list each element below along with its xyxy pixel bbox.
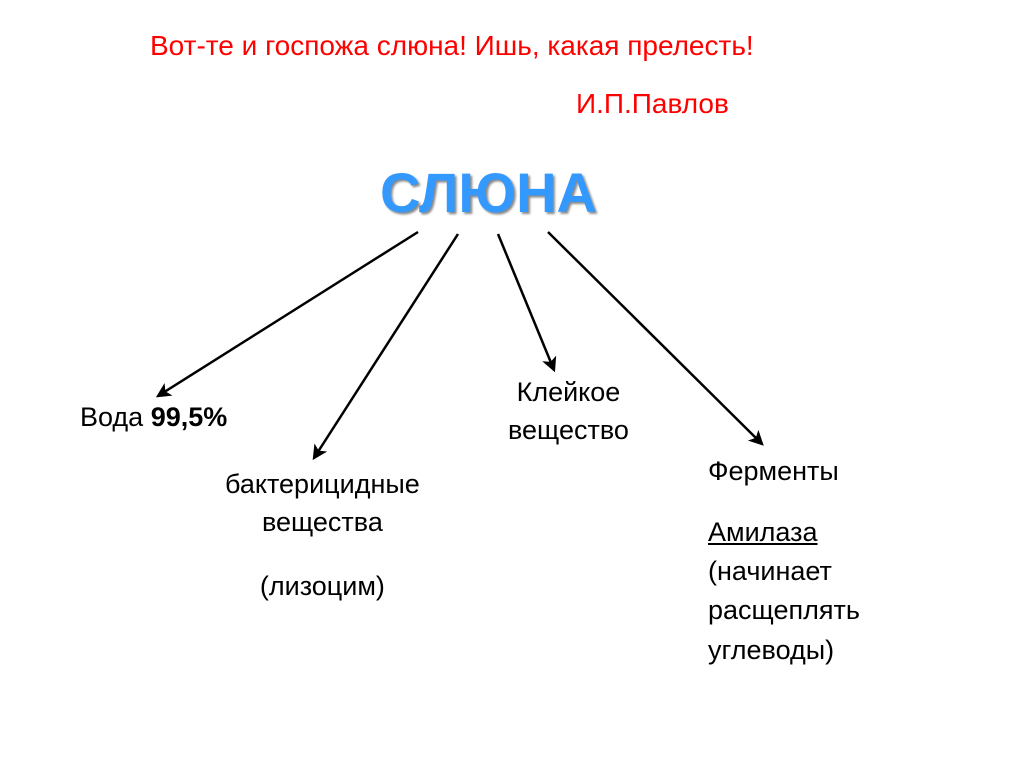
branch-sticky-line2: вещество: [508, 412, 629, 450]
branch-bact-line2: вещества: [225, 504, 420, 542]
branch-enz-line2: Амилаза: [708, 517, 818, 547]
branch-sticky: Клейкое вещество: [508, 374, 629, 450]
quote-line2: И.П.Павлов: [576, 88, 729, 120]
branch-bactericidal: бактерицидные вещества (лизоцим): [225, 466, 420, 605]
quote-line1: Вот-те и госпожа слюна! Ишь, какая преле…: [150, 30, 754, 62]
branch-water: Вода 99,5%: [80, 402, 227, 433]
branch-water-pct: 99,5%: [151, 402, 228, 432]
branch-water-text: Вода: [80, 402, 151, 432]
branch-bact-line3: (лизоцим): [225, 568, 420, 606]
branch-sticky-line1: Клейкое: [508, 374, 629, 412]
branch-enzymes: Ферменты Амилаза (начинает расщеплять уг…: [708, 452, 860, 670]
branch-enz-line3: (начинает: [708, 552, 860, 591]
branch-enz-line5: углеводы): [708, 631, 860, 670]
branch-enz-line1: Ферменты: [708, 452, 860, 491]
diagram-title: СЛЮНА: [380, 160, 597, 225]
branch-enz-line4: расщеплять: [708, 591, 860, 630]
branch-bact-line1: бактерицидные: [225, 466, 420, 504]
